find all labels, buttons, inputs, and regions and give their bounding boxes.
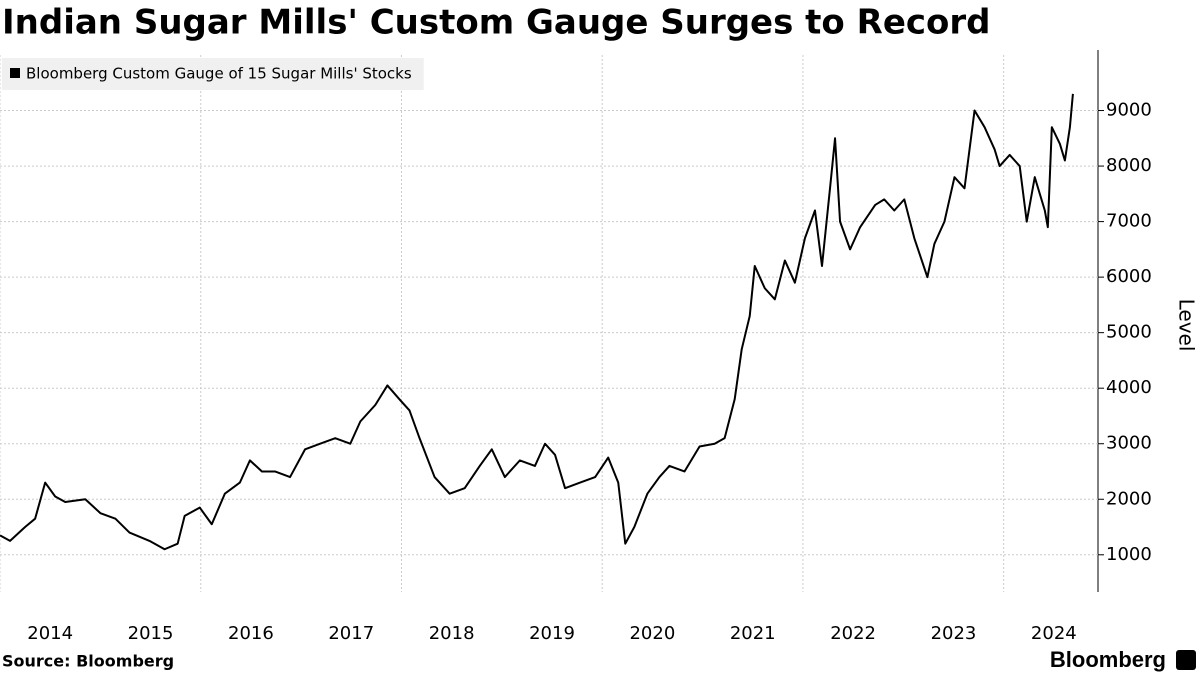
- y-tick-label: 4000: [1106, 377, 1152, 398]
- legend-box: [2, 58, 424, 90]
- y-tick-label: 9000: [1106, 100, 1152, 121]
- x-tick-label: 2016: [228, 623, 274, 644]
- legend: Bloomberg Custom Gauge of 15 Sugar Mills…: [2, 58, 424, 90]
- y-tick-label: 3000: [1106, 433, 1152, 454]
- x-tick-label: 2014: [27, 623, 73, 644]
- x-tick-label: 2019: [529, 623, 575, 644]
- logo-icon: [1176, 650, 1196, 670]
- brand-logo: Bloomberg: [1050, 647, 1166, 672]
- x-tick-label: 2023: [931, 623, 977, 644]
- y-tick-label: 7000: [1106, 211, 1152, 232]
- y-tick-label: 6000: [1106, 266, 1152, 287]
- source-note: Source: Bloomberg: [2, 652, 174, 671]
- y-tick-label: 8000: [1106, 155, 1152, 176]
- chart-title: Indian Sugar Mills' Custom Gauge Surges …: [2, 3, 991, 43]
- x-tick-label: 2017: [328, 623, 374, 644]
- y-axis-label: Level: [1175, 299, 1199, 352]
- y-tick-label: 2000: [1106, 488, 1152, 509]
- x-tick-label: 2021: [730, 623, 776, 644]
- x-tick-label: 2015: [128, 623, 174, 644]
- x-tick-label: 2024: [1031, 623, 1077, 644]
- x-tick-label: 2020: [629, 623, 675, 644]
- legend-label: Bloomberg Custom Gauge of 15 Sugar Mills…: [26, 65, 412, 83]
- data-line: [0, 93, 1074, 551]
- y-tick-label: 1000: [1106, 544, 1152, 565]
- y-tick-label: 5000: [1106, 322, 1152, 343]
- x-tick-label: 2018: [429, 623, 475, 644]
- legend-swatch: [10, 68, 20, 78]
- x-tick-label: 2022: [830, 623, 876, 644]
